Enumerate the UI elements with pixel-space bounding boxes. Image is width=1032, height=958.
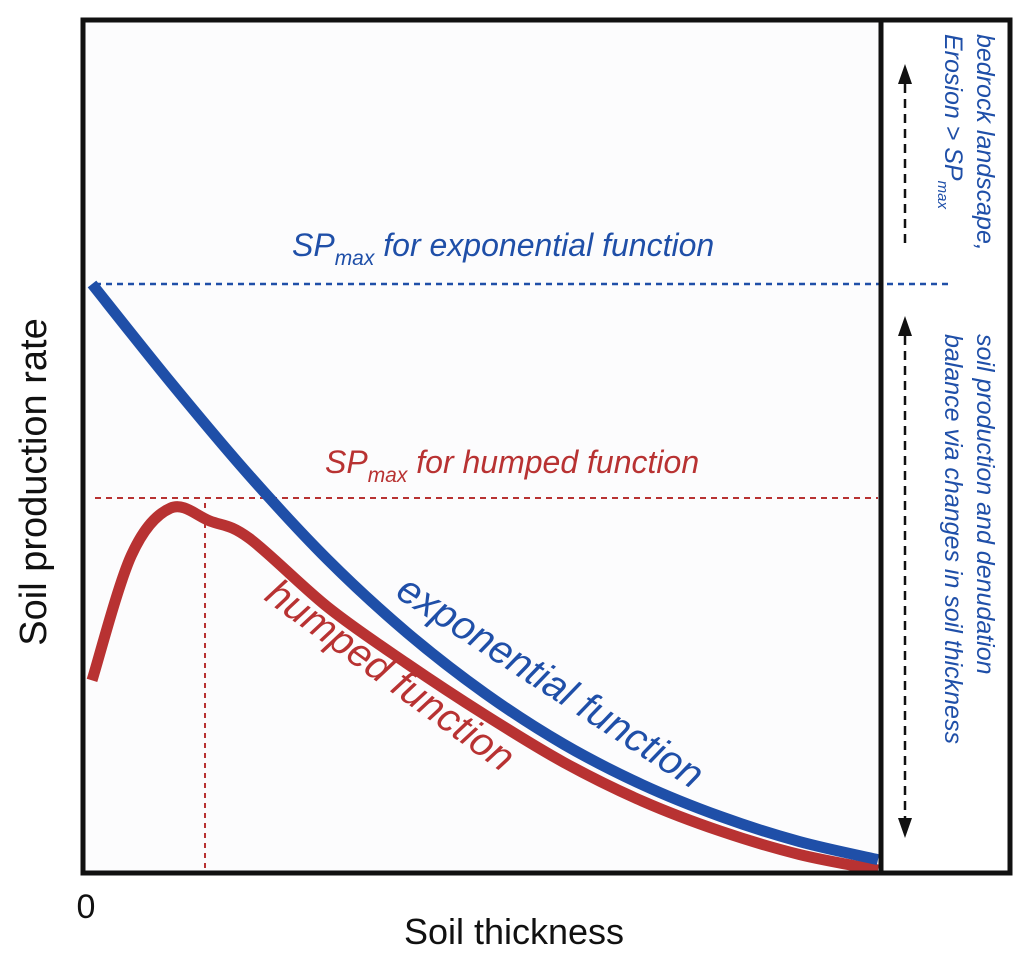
sp-max-humped-label: SPmax for humped function xyxy=(325,444,699,487)
sp-max-exponential-label: SPmax for exponential function xyxy=(292,227,714,270)
arrow-up-icon xyxy=(898,316,912,336)
balance-text-line2: balance via changes in soil thickness xyxy=(939,334,967,744)
exponential-function-curve xyxy=(87,280,880,866)
erosion-text: Erosion > SPmax xyxy=(934,34,967,209)
balance-arrow xyxy=(898,316,912,838)
arrow-up-icon xyxy=(898,64,912,84)
bedrock-landscape-text: bedrock landscape, xyxy=(971,34,999,251)
balance-text-line1: soil production and denudation xyxy=(971,334,999,675)
arrow-down-icon xyxy=(898,818,912,838)
plot-area xyxy=(83,20,881,873)
y-axis-label: Soil production rate xyxy=(13,318,55,645)
humped-function-curve xyxy=(86,501,880,876)
annotation-panel-frame xyxy=(878,17,1013,876)
x-origin-tick: 0 xyxy=(77,888,96,926)
bedrock-arrow xyxy=(898,64,912,248)
x-axis-label: Soil thickness xyxy=(404,911,624,952)
